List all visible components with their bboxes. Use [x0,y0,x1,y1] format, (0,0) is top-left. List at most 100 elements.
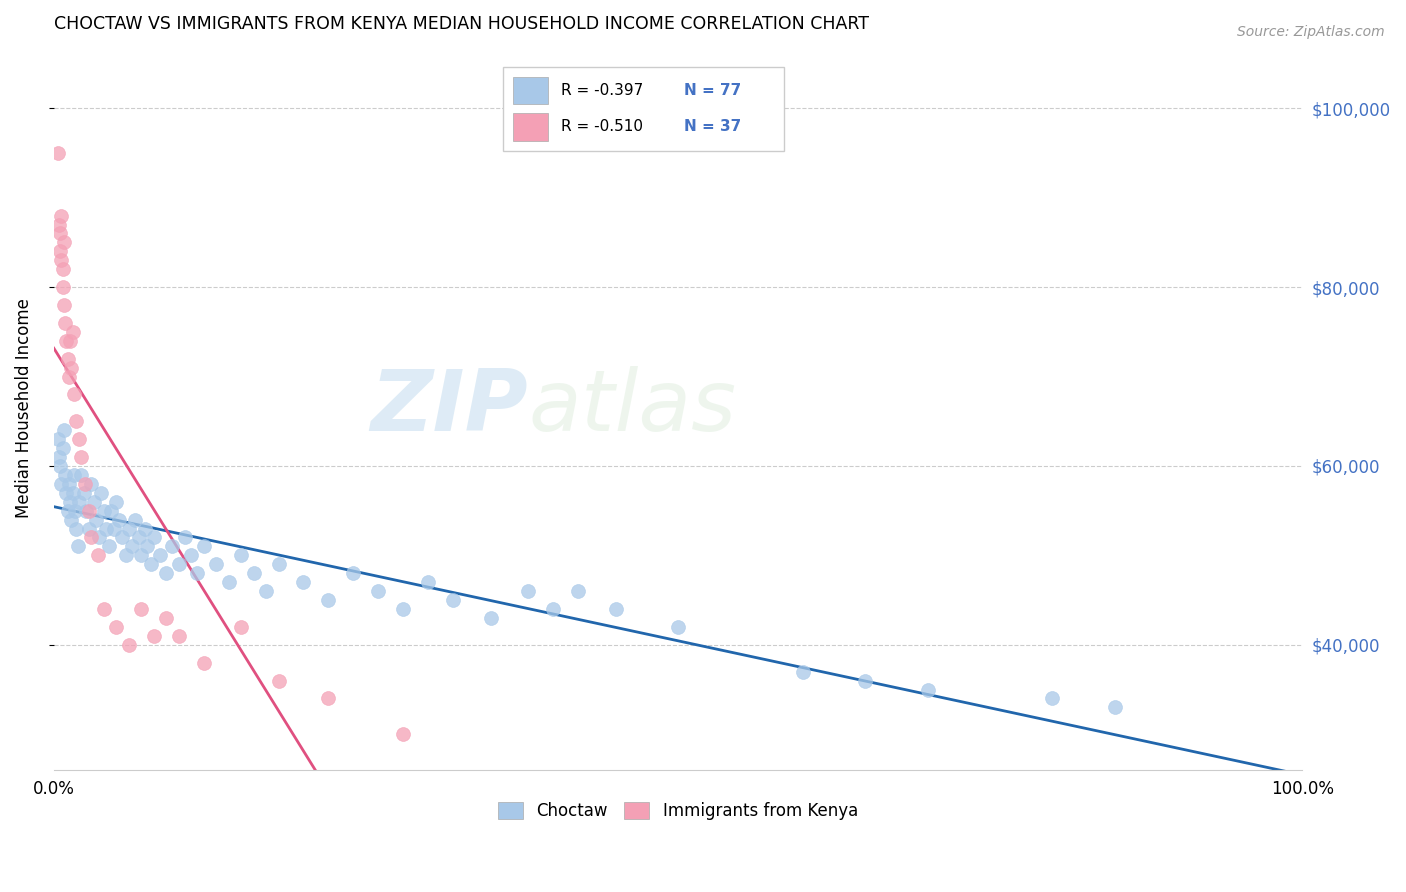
Point [118,522,141,536]
Point [59,494,82,508]
Point [134,522,156,536]
Point [96,522,118,536]
Y-axis label: Median Household Income: Median Household Income [15,298,32,517]
Point [100,503,122,517]
Point [67,432,90,446]
Point [46,145,69,160]
Text: CHOCTAW VS IMMIGRANTS FROM KENYA MEDIAN HOUSEHOLD INCOME CORRELATION CHART: CHOCTAW VS IMMIGRANTS FROM KENYA MEDIAN … [53,15,869,33]
Point [142,629,165,643]
Point [56,503,79,517]
Point [229,549,252,563]
Point [55,485,77,500]
Point [103,522,125,536]
Point [129,549,152,563]
Point [51,209,73,223]
Point [121,540,143,554]
Point [229,620,252,634]
Point [162,540,184,554]
Point [118,638,141,652]
Point [318,593,340,607]
Point [51,253,73,268]
Text: atlas: atlas [529,367,737,450]
Text: Source: ZipAtlas.com: Source: ZipAtlas.com [1237,25,1385,39]
Point [186,566,208,581]
Point [792,665,814,679]
Point [58,476,80,491]
Point [65,414,87,428]
Point [318,691,340,706]
Point [86,549,108,563]
Text: N = 37: N = 37 [685,120,741,135]
Point [1042,691,1064,706]
Point [60,360,83,375]
Point [142,531,165,545]
Point [52,262,75,277]
Point [605,602,627,616]
Point [62,387,84,401]
Point [67,494,90,508]
Point [111,531,134,545]
Point [124,513,146,527]
Point [541,602,564,616]
Text: R = -0.397: R = -0.397 [561,83,643,98]
Point [60,513,83,527]
Point [418,575,440,590]
Point [49,244,72,259]
Point [80,476,103,491]
Point [90,485,112,500]
Point [193,656,215,670]
Text: R = -0.510: R = -0.510 [561,120,643,135]
Point [107,513,129,527]
Legend: Choctaw, Immigrants from Kenya: Choctaw, Immigrants from Kenya [491,796,865,827]
Point [63,503,86,517]
Point [51,476,73,491]
Point [53,467,76,482]
FancyBboxPatch shape [513,77,548,104]
Point [53,316,76,330]
Point [167,629,190,643]
Point [77,503,100,517]
Point [205,558,228,572]
Point [52,235,75,250]
Point [392,727,415,741]
Point [567,584,589,599]
FancyBboxPatch shape [513,113,548,141]
Point [62,325,84,339]
Point [441,593,464,607]
Point [155,611,177,625]
Point [853,673,876,688]
Point [52,441,75,455]
Point [155,566,177,581]
Point [367,584,389,599]
Point [77,522,100,536]
Point [52,298,75,312]
Point [66,540,89,554]
Point [254,584,277,599]
Point [97,540,120,554]
Point [267,558,290,572]
Point [141,558,163,572]
Text: N = 77: N = 77 [685,83,741,98]
Point [84,513,107,527]
Point [49,227,72,241]
Point [52,280,75,294]
Point [105,494,128,508]
Point [59,334,82,348]
Point [73,476,96,491]
Point [167,558,190,572]
Point [267,673,290,688]
Point [136,540,159,554]
Point [128,531,150,545]
Point [392,602,415,616]
Point [666,620,689,634]
Point [75,503,97,517]
Point [93,503,115,517]
Point [49,458,72,473]
Point [70,450,93,464]
Point [93,602,115,616]
Point [52,423,75,437]
Point [917,682,939,697]
Point [1104,700,1126,714]
Point [70,467,93,482]
Point [46,432,69,446]
